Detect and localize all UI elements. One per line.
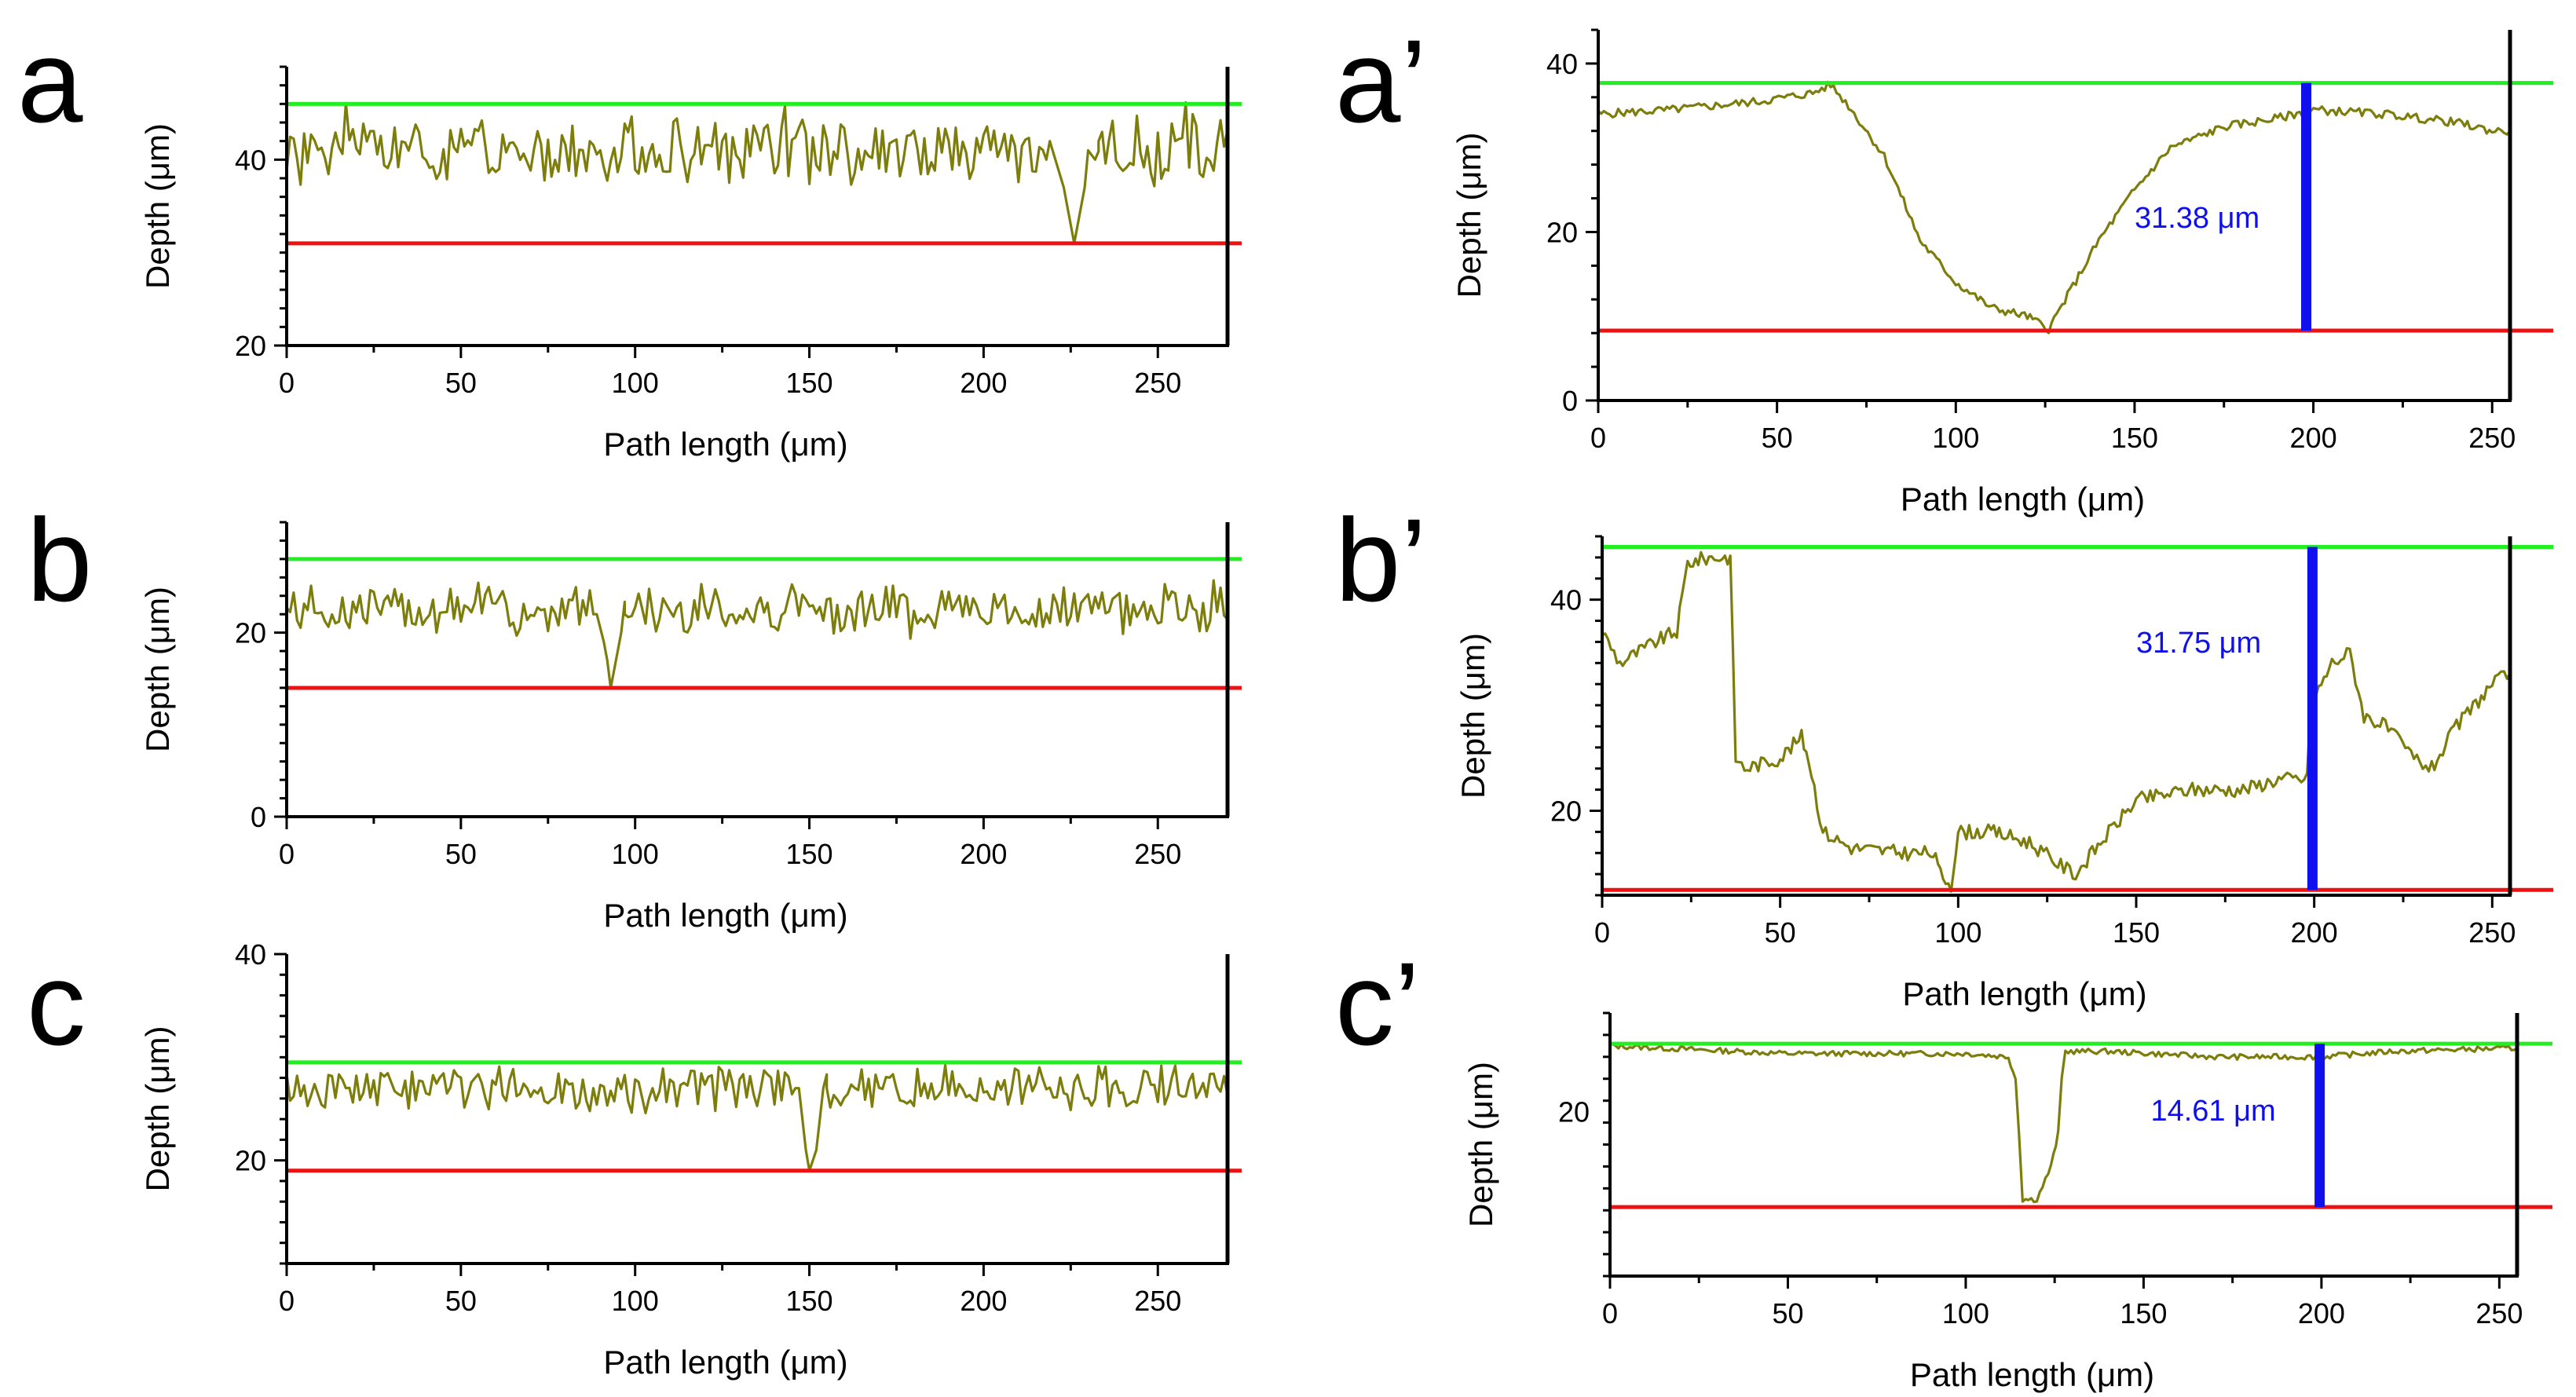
x-tick-label: 50 xyxy=(1762,422,1793,454)
x-tick-label: 150 xyxy=(786,367,833,399)
x-axis-title: Path length (μm) xyxy=(603,1344,847,1381)
y-tick-label: 20 xyxy=(1550,795,1582,827)
y-axis-title: Depth (μm) xyxy=(1462,1062,1499,1227)
x-tick-label: 250 xyxy=(1134,838,1181,870)
panel-label: c xyxy=(27,938,86,1070)
x-tick-label: 200 xyxy=(960,1285,1007,1317)
x-axis-title: Path length (μm) xyxy=(603,426,847,463)
x-tick-label: 200 xyxy=(2291,916,2338,949)
y-axis-title: Depth (μm) xyxy=(1454,633,1491,799)
depth-measure-label: 14.61 μm xyxy=(2150,1095,2275,1128)
panel-label: b’ xyxy=(1335,494,1427,626)
profile-series-line xyxy=(1609,1042,2518,1204)
chart-panel-c: c 0 50 100 150 200 250 20 40 Path length (μm) Dept… xyxy=(27,938,1242,1381)
y-tick-label: 0 xyxy=(251,801,266,833)
y-axis-title: Depth (μm) xyxy=(139,587,176,752)
profile-series-line xyxy=(285,579,1229,689)
y-axis-title: Depth (μm) xyxy=(1451,133,1487,298)
depth-measure-label: 31.38 μm xyxy=(2135,202,2259,235)
y-tick-label: 40 xyxy=(1546,48,1578,80)
x-axis-title: Path length (μm) xyxy=(603,897,847,934)
chart-panel-c2: c’ 14.61 μm 0 50 100 150 200 250 20 Path length (… xyxy=(1335,938,2552,1393)
x-tick-label: 150 xyxy=(2120,1297,2167,1329)
y-tick-label: 40 xyxy=(235,938,266,971)
profile-series-line xyxy=(285,1064,1229,1172)
panel-label: a’ xyxy=(1335,15,1427,147)
panel-label: b xyxy=(27,494,92,626)
depth-measure-label: 31.75 μm xyxy=(2136,627,2261,660)
y-tick-label: 20 xyxy=(1546,216,1578,248)
x-tick-label: 200 xyxy=(960,838,1007,870)
x-tick-label: 50 xyxy=(445,367,477,399)
x-tick-label: 200 xyxy=(2290,422,2337,454)
x-tick-label: 250 xyxy=(1134,1285,1181,1317)
x-tick-label: 250 xyxy=(2475,1297,2523,1329)
x-tick-label: 150 xyxy=(786,1285,833,1317)
profile-series-line xyxy=(1601,550,2512,893)
x-axis-title: Path length (μm) xyxy=(1902,975,2146,1012)
x-tick-label: 100 xyxy=(1932,422,1979,454)
y-axis-title: Depth (μm) xyxy=(139,123,176,289)
x-tick-label: 100 xyxy=(1934,916,1981,949)
y-axis-title: Depth (μm) xyxy=(139,1026,176,1192)
x-tick-label: 250 xyxy=(1134,367,1181,399)
x-tick-label: 0 xyxy=(279,367,295,399)
x-tick-label: 250 xyxy=(2468,916,2516,949)
x-tick-label: 150 xyxy=(786,838,833,870)
chart-panel-b2: b’ 31.75 μm 0 50 100 150 200 250 20 40 Path length… xyxy=(1335,494,2553,1012)
chart-panel-b: b 0 50 100 150 200 250 0 20 Path length (μm) Depth… xyxy=(27,494,1242,934)
y-tick-label: 20 xyxy=(235,330,266,362)
x-tick-label: 100 xyxy=(612,838,659,870)
profile-series-line xyxy=(285,101,1229,245)
x-tick-label: 150 xyxy=(2113,916,2160,949)
x-tick-label: 50 xyxy=(445,1285,477,1317)
x-tick-label: 50 xyxy=(445,838,477,870)
x-axis-title: Path length (μm) xyxy=(1910,1356,2154,1393)
x-tick-label: 50 xyxy=(1772,1297,1803,1329)
y-tick-label: 0 xyxy=(1562,385,1578,417)
chart-panel-a2: a’ 31.38 μm 0 50 100 150 200 250 0 20 40 Path lengt… xyxy=(1335,15,2553,517)
x-tick-label: 200 xyxy=(2298,1297,2345,1329)
x-tick-label: 150 xyxy=(2111,422,2158,454)
x-tick-label: 0 xyxy=(1594,916,1610,949)
y-tick-label: 40 xyxy=(235,144,266,176)
panel-label: a xyxy=(17,15,83,147)
x-tick-label: 0 xyxy=(1602,1297,1618,1329)
chart-panel-a: a 0 50 100 150 200 250 20 40 Path length (μm) Dept… xyxy=(17,15,1242,463)
x-tick-label: 0 xyxy=(1590,422,1606,454)
panel-label: c’ xyxy=(1335,938,1420,1070)
y-tick-label: 20 xyxy=(235,1145,266,1177)
x-tick-label: 200 xyxy=(960,367,1007,399)
profile-series-line xyxy=(1597,80,2512,335)
x-tick-label: 0 xyxy=(279,1285,295,1317)
y-tick-label: 20 xyxy=(235,617,266,649)
x-tick-label: 100 xyxy=(612,367,659,399)
x-tick-label: 100 xyxy=(1942,1297,1989,1329)
x-axis-title: Path length (μm) xyxy=(1901,481,2145,517)
x-tick-label: 250 xyxy=(2468,422,2516,454)
x-tick-label: 50 xyxy=(1765,916,1796,949)
x-tick-label: 100 xyxy=(612,1285,659,1317)
y-tick-label: 20 xyxy=(1558,1096,1590,1128)
x-tick-label: 0 xyxy=(279,838,295,870)
y-tick-label: 40 xyxy=(1550,584,1582,616)
